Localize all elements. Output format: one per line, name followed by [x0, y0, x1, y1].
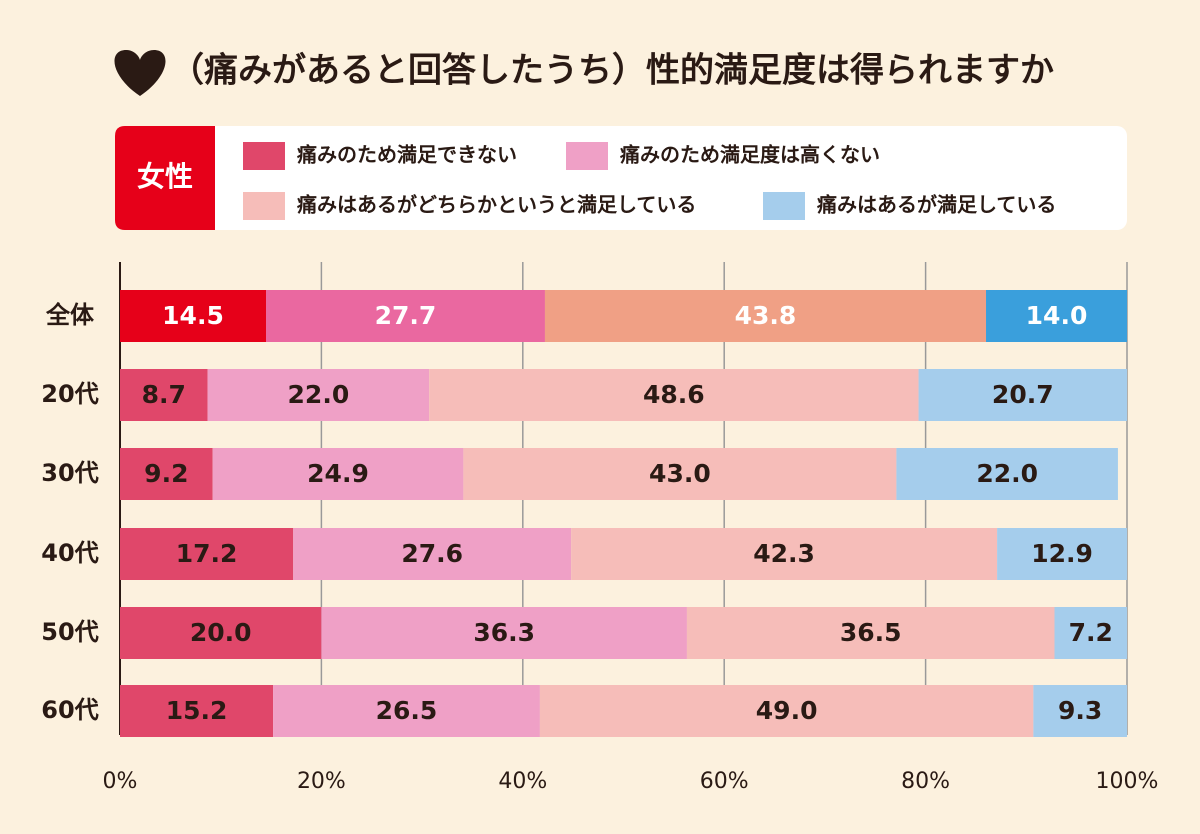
bar-segment — [120, 290, 267, 342]
x-tick-label: 100% — [1096, 769, 1159, 794]
value-label: 20.7 — [992, 380, 1054, 409]
legend-label: 痛みはあるが満足している — [817, 193, 1056, 217]
bar-segment — [1054, 607, 1127, 659]
bar-segment — [997, 528, 1127, 580]
value-label: 14.0 — [1026, 301, 1088, 330]
legend-swatch — [566, 142, 608, 170]
value-label: 43.8 — [735, 301, 797, 330]
value-label: 7.2 — [1069, 618, 1113, 647]
y-tick-label: 20代 — [41, 380, 98, 408]
value-label: 24.9 — [307, 459, 369, 488]
value-label: 17.2 — [176, 539, 238, 568]
legend-label: 痛みのため満足度は高くない — [620, 143, 880, 167]
bar-segment — [896, 448, 1118, 500]
value-label: 9.2 — [144, 459, 188, 488]
value-label: 27.7 — [375, 301, 437, 330]
legend-swatch — [243, 192, 285, 220]
y-tick-label: 30代 — [41, 459, 98, 487]
y-tick-label: 60代 — [41, 696, 98, 724]
bar-segment — [266, 290, 545, 342]
x-tick-label: 80% — [901, 769, 950, 794]
bar-segment — [120, 685, 274, 737]
bar-segment — [207, 369, 430, 421]
value-label: 8.7 — [142, 380, 186, 409]
bar-segment — [321, 607, 687, 659]
value-label: 27.6 — [401, 539, 463, 568]
legend-swatch — [763, 192, 805, 220]
value-label: 12.9 — [1031, 539, 1093, 568]
bar-segment — [571, 528, 998, 580]
bar-segment — [120, 528, 294, 580]
x-tick-label: 40% — [498, 769, 547, 794]
value-label: 9.3 — [1058, 696, 1102, 725]
value-label: 36.5 — [840, 618, 902, 647]
bar-segment — [918, 369, 1127, 421]
legend-label: 痛みのため満足できない — [297, 143, 517, 167]
bar-segment — [544, 290, 987, 342]
bar-segment — [273, 685, 540, 737]
bar-segment — [212, 448, 464, 500]
bar-segment — [539, 685, 1034, 737]
legend-box — [115, 126, 1127, 230]
legend-title-box — [115, 126, 215, 230]
y-tick-label: 50代 — [41, 618, 98, 646]
legend-title: 女性 — [137, 160, 193, 193]
bar-segment — [1033, 685, 1127, 737]
legend-swatch — [243, 142, 285, 170]
chart-title: （痛みがあると回答したうち）性的満足度は得られますか — [170, 51, 1054, 91]
bar-segment — [120, 607, 322, 659]
bar-segment — [429, 369, 919, 421]
value-label: 20.0 — [190, 618, 252, 647]
x-tick-label: 0% — [103, 769, 138, 794]
bar-segment — [293, 528, 572, 580]
value-label: 49.0 — [756, 696, 818, 725]
bar-segment — [120, 448, 213, 500]
y-tick-label: 40代 — [41, 539, 98, 567]
bar-segment — [986, 290, 1127, 342]
value-label: 22.0 — [976, 459, 1038, 488]
x-tick-label: 60% — [700, 769, 749, 794]
x-tick-label: 20% — [297, 769, 346, 794]
heart-icon — [114, 50, 166, 96]
bar-segment — [120, 369, 208, 421]
legend-label: 痛みはあるがどちらかというと満足している — [297, 193, 696, 217]
value-label: 26.5 — [376, 696, 438, 725]
value-label: 14.5 — [162, 301, 224, 330]
value-label: 15.2 — [166, 696, 228, 725]
value-label: 36.3 — [473, 618, 535, 647]
y-tick-label: 全体 — [45, 301, 95, 329]
bar-segment — [463, 448, 897, 500]
value-label: 43.0 — [649, 459, 711, 488]
value-label: 42.3 — [753, 539, 815, 568]
value-label: 22.0 — [288, 380, 350, 409]
bar-segment — [686, 607, 1055, 659]
value-label: 48.6 — [643, 380, 705, 409]
